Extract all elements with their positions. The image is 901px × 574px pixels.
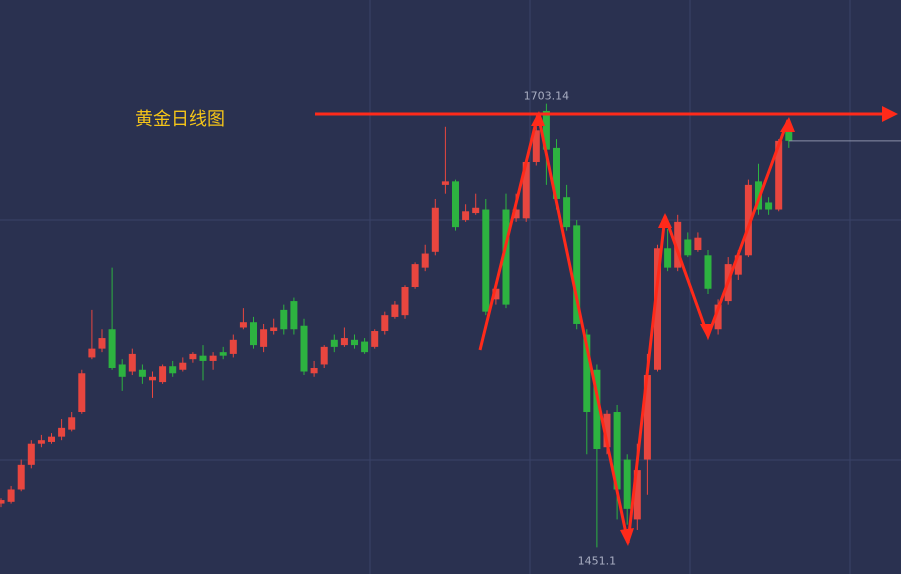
candle-body [502,209,510,305]
candle-body [633,470,641,520]
candle-body [452,181,459,228]
candle-body [280,309,288,330]
arrow-head [700,324,714,339]
zigzag-line [478,113,790,544]
candle-body [593,369,601,449]
low-label: 1451.1 [578,554,617,567]
candle-body [17,464,25,490]
candle-body [421,253,429,268]
candle-body [573,225,581,324]
arrow-head [882,106,898,122]
candle-body [492,288,500,300]
candle-body [250,322,257,346]
candle-body [472,207,480,214]
candle-body [118,364,126,377]
candle-body [88,348,96,358]
candle-body [108,329,116,368]
candle-body [563,197,571,228]
arrow-head [780,117,795,132]
candle-body [209,355,217,361]
candle-body [441,181,449,185]
candle-body [643,375,651,460]
candle-body [37,440,45,444]
candle-body [664,248,672,268]
candle-body [613,412,621,490]
arrow-head [531,111,545,126]
candle-body [320,346,328,365]
candle-body [300,325,308,372]
candle-body [138,369,146,377]
candle-body [704,255,712,289]
high-label: 1703.14 [524,90,570,103]
candle-body [310,367,318,374]
candle-body [765,202,773,210]
candle-body [391,304,399,317]
arrow-head [620,528,634,546]
candle-body [462,211,470,221]
candle-body [411,264,419,287]
candle-body [583,334,591,413]
candle-body [351,339,358,346]
candle-body [542,110,550,150]
candle-body [290,301,298,330]
candle-body [522,161,530,219]
candle-body [401,287,409,316]
candle-body [239,322,247,328]
candle-body [78,373,86,413]
annotation-arrows [315,106,898,546]
chart-title: 黄金日线图 [135,109,225,130]
candle-body [431,207,439,252]
candle-body [512,209,520,219]
candle-body [58,427,66,437]
candle-body [27,443,35,465]
candle-body [603,413,611,448]
candle-body [654,248,661,370]
candle-body [48,436,55,442]
candle-body [260,329,268,347]
candle-body [532,130,540,162]
candle-body [189,353,197,360]
candle-body [674,221,682,268]
candle-body [482,209,490,312]
candle-body [128,353,136,372]
candle-body [623,459,631,509]
candle-body [381,315,389,332]
candle-body [270,327,278,332]
candle-body [371,331,379,347]
candle-body [361,341,369,353]
candle-body [149,376,156,381]
candle-body [219,352,227,356]
candle-body [744,184,752,256]
arrow-head [658,213,672,228]
candle-body [553,147,560,199]
candle-body [734,255,742,275]
candle-body [775,140,783,210]
candle-body [229,339,237,354]
candle-body [714,304,722,330]
candle-body [340,338,348,346]
candle-body [694,237,702,251]
candle-body [785,126,793,141]
candle-body [179,362,187,370]
candle-body [159,366,167,383]
candle-body [98,338,106,349]
candle-body [7,489,15,502]
candle-body [0,500,5,504]
candle-body [169,366,177,374]
candle-body [684,239,692,256]
candle-body [68,417,76,430]
candle-body [199,355,207,361]
candle-body [330,339,338,347]
